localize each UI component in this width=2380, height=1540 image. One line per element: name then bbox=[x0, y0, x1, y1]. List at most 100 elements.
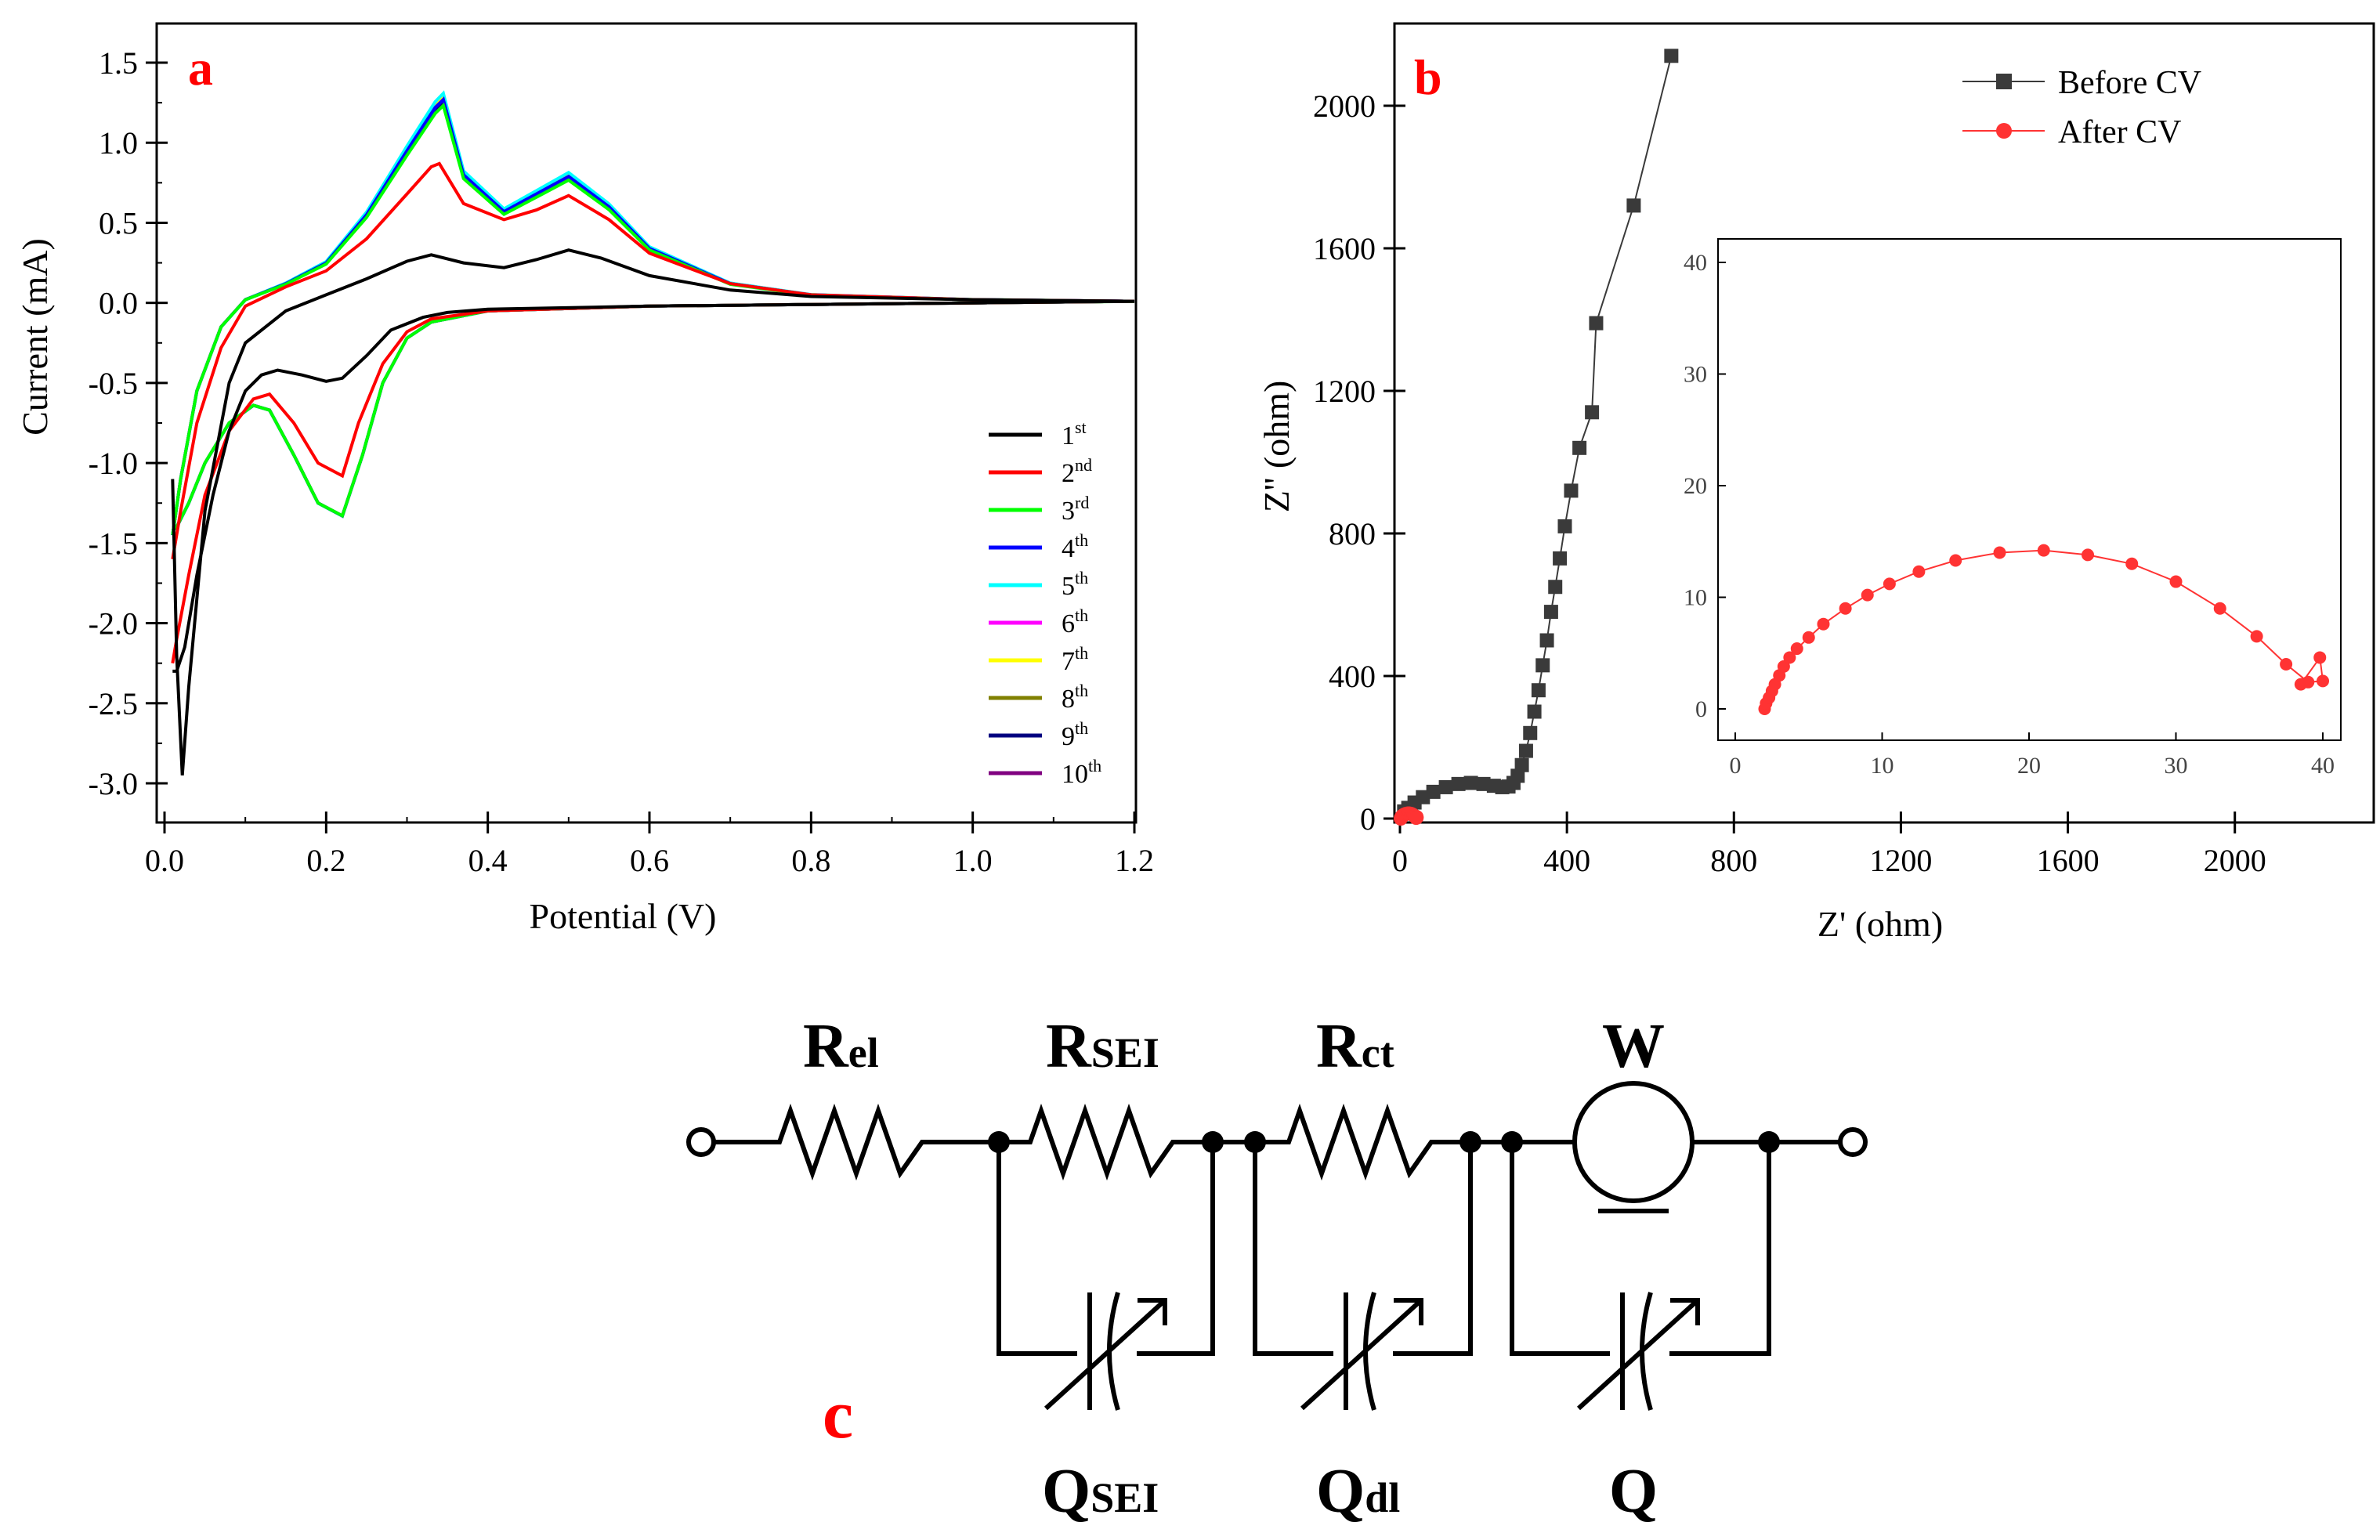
label-w: W bbox=[1602, 1012, 1665, 1081]
before-cv-marker bbox=[1589, 316, 1604, 331]
panel-a-label: a bbox=[188, 40, 213, 96]
junction-dot bbox=[1758, 1131, 1780, 1153]
inset-after-cv-marker bbox=[1790, 642, 1803, 656]
before-cv-marker bbox=[1626, 198, 1641, 213]
panel-b-eis-plot: b 0 400 800 1200 1600 2000 040080012001600200… bbox=[1257, 22, 2375, 944]
x-tick-label: 0.0 bbox=[145, 843, 184, 878]
inset-y-tick-label: 0 bbox=[1695, 696, 1707, 722]
y-tick-label: 1200 bbox=[1313, 374, 1376, 409]
before-cv-marker bbox=[1514, 757, 1529, 772]
legend-label: 1st bbox=[1062, 418, 1087, 450]
after-cv-marker bbox=[1409, 810, 1423, 825]
legend-marker bbox=[1996, 123, 2012, 139]
cpe-q bbox=[1576, 1292, 1700, 1411]
x-tick-label: 400 bbox=[1543, 843, 1590, 878]
inset-after-cv-marker bbox=[2213, 602, 2226, 615]
panel-a-curves bbox=[171, 90, 1135, 775]
legend-label: 3rd bbox=[1062, 493, 1089, 526]
panel-c-equivalent-circuit bbox=[686, 1081, 1868, 1411]
panel-b-xlabel: Z' (ohm) bbox=[1818, 904, 1943, 944]
y-tick-label: 0.0 bbox=[99, 286, 138, 321]
before-cv-marker bbox=[1548, 580, 1563, 595]
before-cv-marker bbox=[1535, 658, 1550, 673]
inset-after-cv-marker bbox=[2037, 544, 2050, 557]
before-cv-marker bbox=[1564, 483, 1579, 498]
inset-after-cv-marker bbox=[1839, 602, 1852, 615]
inset-after-cv-marker bbox=[1912, 565, 1926, 578]
inset-after-cv-marker bbox=[1802, 631, 1815, 644]
legend-label: Before CV bbox=[2058, 65, 2201, 101]
label-r-el: Rel bbox=[803, 1012, 879, 1081]
before-cv-marker bbox=[1518, 743, 1533, 758]
panel-b-legend: Before CV After CV bbox=[1962, 65, 2201, 150]
legend-label: 4th bbox=[1062, 530, 1088, 563]
label-r-sei: RSEI bbox=[1046, 1012, 1159, 1081]
y-tick-label: 1600 bbox=[1313, 231, 1376, 266]
x-tick-label: 0.2 bbox=[306, 843, 345, 878]
inset-after-cv-marker bbox=[1861, 588, 1874, 602]
before-cv-marker bbox=[1664, 49, 1679, 63]
label-q-dl: Qdl bbox=[1316, 1457, 1400, 1526]
before-cv-marker bbox=[1510, 768, 1525, 783]
legend-label: 2nd bbox=[1062, 455, 1092, 488]
inset-after-cv-marker bbox=[2280, 658, 2293, 671]
before-cv-marker bbox=[1557, 519, 1572, 533]
before-cv-marker bbox=[1523, 725, 1538, 740]
y-tick-label: 1.5 bbox=[99, 45, 138, 81]
inset-frame bbox=[1717, 238, 2342, 741]
panel-b-frame bbox=[1393, 22, 2375, 824]
inset-y-tick-label: 40 bbox=[1684, 250, 1707, 276]
panel-b-inset: 0 10 20 30 40 0 10 20 30 40 bbox=[1684, 238, 2342, 779]
inset-after-cv-marker bbox=[1783, 651, 1796, 664]
before-cv-marker bbox=[1527, 704, 1542, 719]
x-tick-label: 2000 bbox=[2204, 843, 2266, 878]
y-tick-label: 2000 bbox=[1313, 89, 1376, 124]
cycle-5-curve bbox=[171, 90, 1135, 536]
cycle-6-curve bbox=[171, 96, 1135, 536]
y-tick-label: -2.0 bbox=[89, 606, 138, 642]
before-cv-marker bbox=[1572, 440, 1587, 455]
before-cv-marker bbox=[1553, 551, 1568, 566]
junction-dot bbox=[1202, 1131, 1224, 1153]
y-tick-label: -1.5 bbox=[89, 526, 138, 561]
inset-after-cv-marker bbox=[1949, 554, 1962, 567]
legend-label: 10th bbox=[1062, 756, 1101, 789]
inset-after-cv-marker bbox=[1883, 577, 1896, 591]
junction-dot bbox=[988, 1131, 1010, 1153]
panel-a-cv-plot: a 0.0 0.2 0.4 0.6 0.8 1.0 1.2 1.5 1.0 0.5 0.0 -0.5… bbox=[15, 22, 1154, 936]
before-cv-marker bbox=[1451, 776, 1466, 791]
before-cv-marker bbox=[1463, 775, 1478, 790]
panel-a-xlabel: Potential (V) bbox=[530, 896, 717, 936]
resistor-r-sei bbox=[999, 1103, 1250, 1181]
panel-b-ylabel: Z'' (ohm) bbox=[1257, 381, 1297, 513]
inset-after-cv-marker bbox=[2250, 630, 2263, 643]
y-tick-label: 0.5 bbox=[99, 205, 138, 240]
x-tick-label: 0.6 bbox=[630, 843, 669, 878]
cycle-4-curve bbox=[171, 96, 1135, 536]
label-q-sei: QSEI bbox=[1042, 1457, 1159, 1526]
resistor-r-ct bbox=[1250, 1103, 1508, 1181]
cycle-8-curve bbox=[171, 94, 1135, 536]
legend-label: 7th bbox=[1062, 643, 1088, 676]
before-cv-marker bbox=[1438, 779, 1453, 794]
inset-y-tick-label: 20 bbox=[1684, 473, 1707, 499]
junction-dot bbox=[1459, 1131, 1481, 1153]
inset-after-cv-marker bbox=[2125, 557, 2139, 570]
panel-b-series bbox=[1394, 49, 1679, 826]
x-tick-label: 0.8 bbox=[791, 843, 830, 878]
panel-a-ylabel: Current (mA) bbox=[15, 238, 55, 436]
x-tick-label: 1600 bbox=[2037, 843, 2100, 878]
cycle-7-curve bbox=[171, 92, 1135, 536]
inset-after-cv-marker bbox=[2294, 678, 2307, 691]
x-tick-label: 1.2 bbox=[1115, 843, 1154, 878]
label-r-ct: Rct bbox=[1316, 1012, 1394, 1081]
cycle-2nd-curve bbox=[171, 161, 1135, 664]
warburg-element bbox=[1572, 1081, 1695, 1203]
inset-after-cv-marker bbox=[1993, 546, 2006, 559]
junction-dot bbox=[1501, 1131, 1523, 1153]
inset-x-tick-label: 20 bbox=[2017, 753, 2041, 779]
inset-after-cv-marker bbox=[1777, 660, 1790, 673]
inset-y-tick-label: 10 bbox=[1684, 585, 1707, 611]
x-tick-label: 800 bbox=[1710, 843, 1757, 878]
